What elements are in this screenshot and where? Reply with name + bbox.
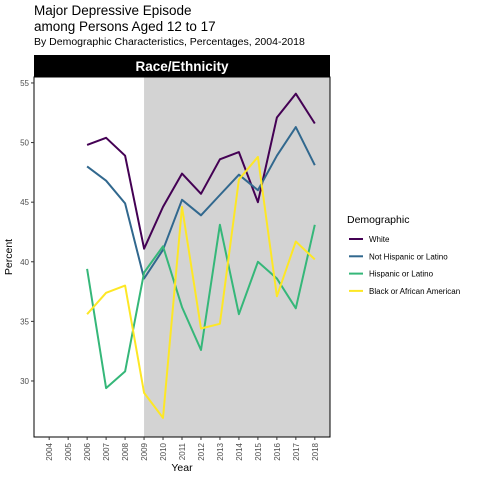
legend-label-2: Hispanic or Latino — [369, 270, 434, 279]
series-line-0 — [86, 92, 316, 250]
facet-strip — [34, 55, 330, 77]
y-axis-title: Percent — [3, 239, 15, 275]
chart-title-line-1: Major Depressive Episode — [34, 3, 192, 18]
y-tick-label: 30 — [20, 377, 29, 386]
y-tick-label: 45 — [20, 198, 29, 207]
x-tick-label: 2013 — [216, 442, 225, 460]
x-axis-title: Year — [171, 462, 193, 474]
series-line-2 — [86, 223, 316, 390]
series-line-1 — [86, 126, 316, 280]
x-tick-label: 2008 — [121, 442, 130, 460]
x-tick-label: 2014 — [235, 442, 244, 460]
legend: Demographic White Not Hispanic or Latino H… — [347, 214, 460, 296]
y-tick-label: 35 — [20, 317, 29, 326]
x-tick-label: 2004 — [45, 442, 54, 460]
chart-title: Major Depressive Episode among Persons A… — [34, 3, 216, 35]
x-tick-label: 2009 — [140, 442, 149, 460]
x-tick-label: 2007 — [102, 442, 111, 460]
x-tick-label: 2010 — [159, 442, 168, 460]
x-tick-label: 2016 — [273, 442, 282, 460]
shaded-region — [144, 77, 330, 437]
x-tick-label: 2012 — [197, 442, 206, 460]
chart-title-line-2: among Persons Aged 12 to 17 — [34, 19, 216, 34]
y-tick-label: 40 — [20, 258, 29, 267]
x-tick-label: 2006 — [83, 442, 92, 460]
y-tick-label: 50 — [20, 139, 29, 148]
legend-label-0: White — [369, 235, 390, 244]
legend-title: Demographic — [347, 214, 409, 226]
x-tick-label: 2015 — [254, 442, 263, 460]
legend-label-3: Black or African American — [369, 287, 460, 296]
x-tick-label: 2011 — [178, 442, 187, 460]
facet-strip-label: Race/Ethnicity — [135, 59, 229, 74]
chart-subtitle: By Demographic Characteristics, Percenta… — [34, 36, 305, 48]
x-tick-label: 2017 — [292, 442, 301, 460]
x-tick-label: 2018 — [311, 442, 320, 460]
series-line-3 — [86, 155, 316, 419]
legend-label-1: Not Hispanic or Latino — [369, 252, 448, 261]
x-tick-label: 2005 — [64, 442, 73, 460]
y-tick-label: 55 — [20, 79, 29, 88]
